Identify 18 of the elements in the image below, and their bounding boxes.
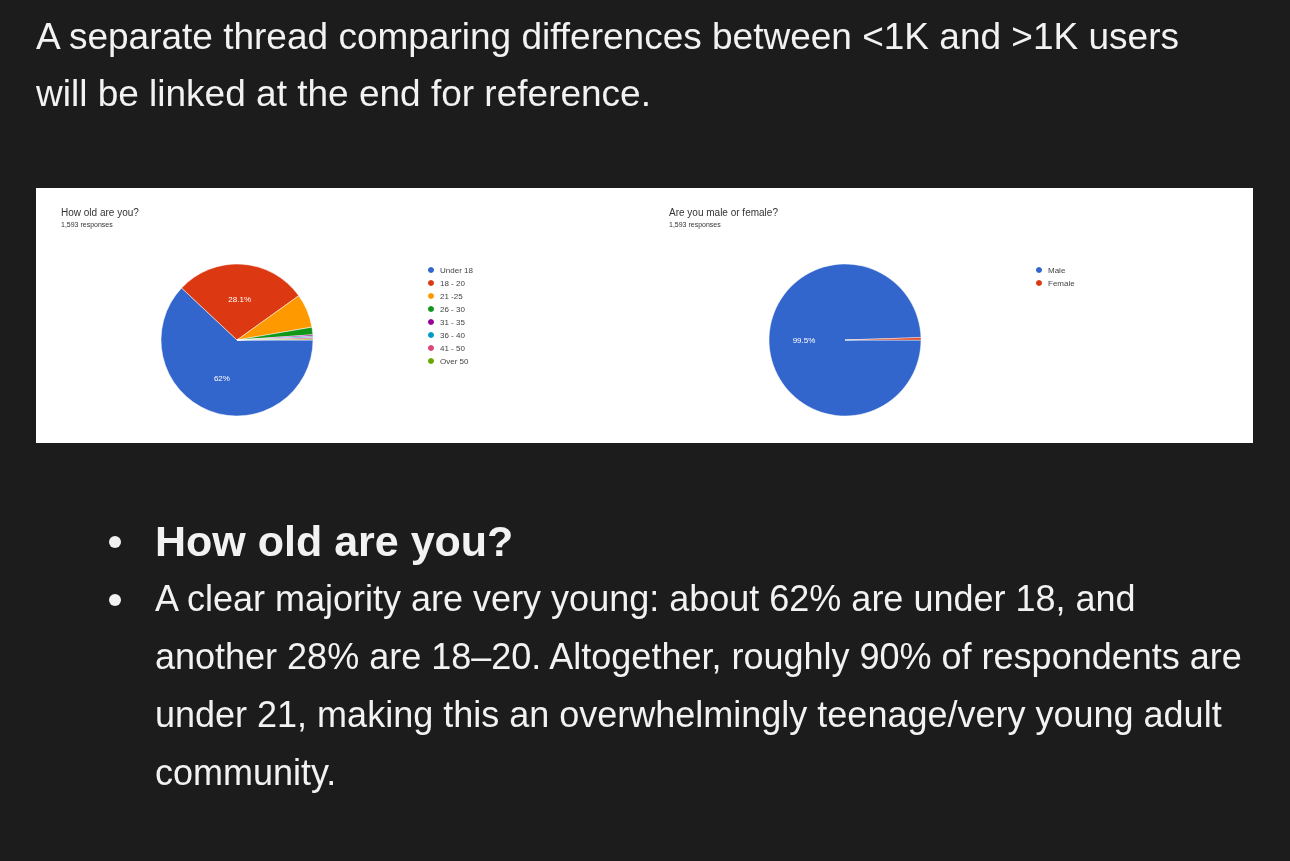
legend-label: Male	[1048, 265, 1066, 275]
legend-label: Under 18	[440, 265, 474, 275]
text: How old are you?	[155, 516, 515, 567]
chart-title: How old are you?	[61, 206, 140, 218]
text: A separate thread comparing differences between <1K and >1K users will be linked at the end for reference.	[36, 15, 1180, 116]
legend-label: 21 -25	[440, 291, 464, 301]
chart-title: Are you male or female?	[669, 206, 779, 218]
legend-label: 41 - 50	[440, 343, 466, 353]
legend-label: 36 - 40	[440, 330, 466, 340]
data-label: 62%	[213, 373, 230, 383]
legend-label: 26 - 30	[440, 304, 466, 314]
legend-label: Female	[1048, 278, 1076, 288]
data-label: 99.5%	[792, 336, 816, 346]
legend-label: 18 - 20	[440, 278, 466, 288]
legend-label: Over 50	[440, 356, 470, 366]
text: A clear majority are very young: about 62% are under 18, and another 28% are 18–20. Altogether, roughly 90% of respondents are under 21, making this an overwhelmingly teenage/very young adult community.	[155, 577, 1243, 795]
data-label: 28.1%	[228, 294, 252, 304]
legend-label: 31 - 35	[440, 317, 466, 327]
